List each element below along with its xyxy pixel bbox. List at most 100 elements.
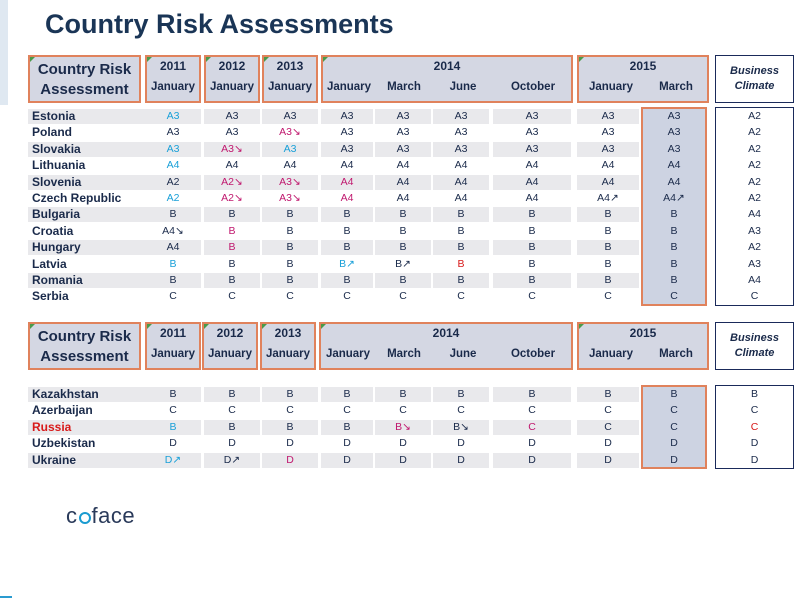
country-name: Romania (28, 273, 145, 288)
rating-cell: A3 (145, 109, 201, 124)
country-name: Kazakhstan (28, 387, 145, 402)
month-label: January (209, 81, 255, 93)
table-row: Estonia A3 A3 A3 A3 A3 A3 A3 A3 A3 A2 (28, 109, 794, 125)
rating-cell: A3 (340, 126, 354, 139)
rating-cell: A4 (321, 174, 373, 190)
table-row: Czech Republic A2 A2↘ A3↘ A4 A4 A4 A4 A4↗ A4↗ A2 (28, 191, 794, 207)
rating-cell: C (670, 404, 678, 417)
rating-cell: B (577, 273, 639, 288)
month-label: March (659, 348, 693, 360)
year-2012-header: 2012 January (202, 322, 258, 370)
rating-cell: A4↘ (162, 224, 184, 237)
rating-cell: B (375, 207, 431, 223)
year-2014-header: 2014 January March June October (321, 55, 573, 103)
rating-cell: D (577, 452, 639, 468)
rating-cell: A3 (577, 109, 639, 124)
rating-cell: A3↘ (262, 174, 318, 190)
rating-cell: A4 (396, 159, 410, 172)
rating-cell: B (493, 387, 571, 402)
bc-line-1: Business (730, 65, 779, 77)
label-line-1: Country Risk (37, 328, 132, 345)
rating-cell: B (228, 257, 236, 270)
march-2015-highlight-1 (641, 107, 707, 306)
rating-cell: D (343, 437, 351, 450)
rating-cell: A4 (667, 175, 681, 188)
rating-cell: A3 (204, 109, 260, 124)
year-2011-header: 2011 January (145, 322, 201, 370)
rating-cell: B (262, 207, 318, 223)
bc-line-2: Climate (734, 347, 775, 359)
rating-cell: B (321, 207, 373, 223)
rating-cell: D (286, 437, 294, 450)
rating-cell: D↗ (145, 452, 201, 468)
year-label: 2011 (159, 326, 187, 340)
rating-cell: D (493, 452, 571, 468)
rating-cell: D (528, 437, 536, 450)
rating-cell: A3 (748, 224, 761, 237)
country-name: Slovakia (28, 141, 145, 157)
country-name: Russia (28, 419, 145, 435)
rating-cell: C (493, 419, 571, 435)
rating-cell: C (169, 404, 177, 417)
rating-cell: B (433, 273, 489, 288)
rating-cell: C (577, 419, 639, 435)
rating-cell: B (399, 224, 407, 237)
table-row: Bulgaria B B B B B B B B B A4 (28, 207, 794, 223)
rating-cell: A3 (321, 109, 373, 124)
rating-cell: A3 (262, 141, 318, 157)
table-row: Latvia B B B B↗ B↗ B B B B A3 (28, 257, 794, 273)
country-risk-label-1: Country Risk Assessment (28, 55, 141, 103)
rating-cell: A4 (396, 192, 410, 204)
rating-cell: A4 (375, 174, 431, 190)
rating-cell: B (670, 257, 678, 270)
rating-cell: A4 (667, 159, 681, 172)
rating-cell: A3 (375, 141, 431, 157)
table-row: Slovenia A2 A2↘ A3↘ A4 A4 A4 A4 A4 A4 A2 (28, 174, 794, 191)
rating-cell: A2 (748, 175, 761, 188)
year-label: 2013 (276, 59, 304, 73)
rating-cell: A4 (340, 159, 354, 172)
table-row: Uzbekistan D D D D D D D D D D (28, 436, 794, 452)
rating-cell: D (169, 437, 177, 450)
rating-cell: B (493, 273, 571, 288)
table-row: Azerbaijan C C C C C C C C C C (28, 403, 794, 419)
rating-cell: D (321, 452, 373, 468)
logo-o-icon (78, 512, 91, 524)
country-name: Lithuania (32, 158, 86, 173)
rating-cell: C (169, 290, 177, 303)
rating-cell: C (604, 404, 612, 417)
month-label: January (150, 81, 196, 93)
table-row: Lithuania A4 A4 A4 A4 A4 A4 A4 A4 A4 A2 (28, 158, 794, 174)
rating-cell: A4 (283, 159, 297, 172)
rating-cell: A4 (454, 159, 468, 172)
rating-cell: A2↘ (221, 192, 243, 204)
rating-cell: A3 (748, 257, 761, 270)
rating-cell: D (670, 437, 678, 450)
month-label: January (325, 348, 371, 360)
rating-cell: B (577, 387, 639, 402)
month-label: March (387, 81, 421, 93)
table-row: Kazakhstan B B B B B B B B B B (28, 387, 794, 403)
table-row: Russia B B B B B↘ B↘ C C C C (28, 419, 794, 436)
rating-cell: D (399, 437, 407, 450)
rating-cell: A3 (396, 126, 410, 139)
rating-cell: B (670, 274, 678, 286)
rating-cell: B (528, 224, 536, 237)
rating-cell: D (375, 452, 431, 468)
rating-cell: B (286, 257, 294, 270)
table-row: Poland A3 A3 A3↘ A3 A3 A3 A3 A3 A3 A2 (28, 125, 794, 141)
rating-cell: B↘ (375, 419, 431, 435)
rating-cell: A4 (145, 240, 201, 256)
rating-cell: D (604, 437, 612, 450)
rating-cell: B (670, 208, 678, 221)
rating-cell: D (262, 452, 318, 468)
rating-cell: A4↗ (597, 192, 619, 204)
country-name: Latvia (32, 256, 67, 271)
business-climate-column-1 (715, 107, 794, 306)
table-row: Slovakia A3 A3↘ A3 A3 A3 A3 A3 A3 A3 A2 (28, 141, 794, 158)
rating-cell: A2 (145, 174, 201, 190)
rating-cell: D (670, 453, 678, 466)
rating-cell: A3 (375, 109, 431, 124)
rating-cell: B (604, 224, 612, 237)
rating-cell: A2 (748, 192, 761, 204)
